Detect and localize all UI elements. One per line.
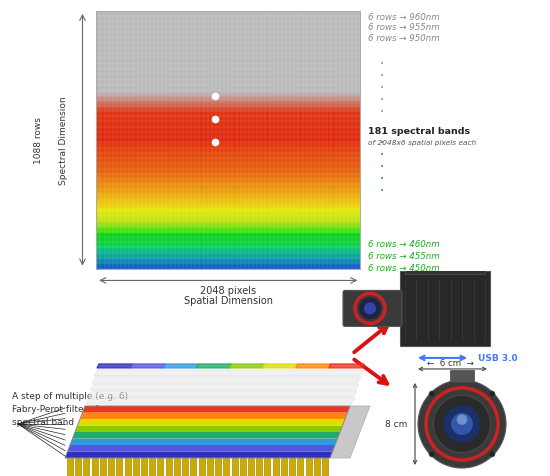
Text: •: •: [379, 61, 383, 67]
Text: •: •: [379, 85, 383, 91]
Polygon shape: [199, 458, 205, 476]
Text: Spectral Dimension: Spectral Dimension: [59, 96, 68, 185]
Polygon shape: [256, 458, 262, 476]
Polygon shape: [75, 458, 81, 476]
FancyBboxPatch shape: [343, 291, 402, 327]
Bar: [450, 370, 474, 382]
Polygon shape: [80, 413, 348, 419]
Text: 1088 rows: 1088 rows: [34, 117, 43, 164]
Circle shape: [418, 380, 506, 468]
Circle shape: [456, 415, 468, 425]
Polygon shape: [67, 458, 73, 476]
Text: 6 rows → 950nm: 6 rows → 950nm: [368, 34, 440, 42]
Text: •: •: [379, 97, 383, 103]
Text: 6 rows → 455nm: 6 rows → 455nm: [368, 252, 440, 260]
Text: 181 spectral bands: 181 spectral bands: [368, 127, 471, 135]
Circle shape: [429, 451, 435, 457]
Text: •: •: [379, 188, 383, 193]
Polygon shape: [196, 364, 232, 368]
Text: spectral band: spectral band: [12, 417, 74, 426]
Polygon shape: [108, 458, 114, 476]
Polygon shape: [100, 458, 106, 476]
Polygon shape: [322, 458, 328, 476]
Text: •: •: [379, 109, 383, 115]
Polygon shape: [92, 377, 361, 383]
Polygon shape: [163, 364, 199, 368]
Text: USB 3.0: USB 3.0: [478, 354, 518, 363]
Text: 2048 pixels: 2048 pixels: [200, 286, 256, 295]
Text: Fabry-Perot filters for one: Fabry-Perot filters for one: [12, 405, 127, 414]
Polygon shape: [97, 364, 132, 368]
Text: 8 cm: 8 cm: [384, 419, 407, 428]
Text: of 2048x6 spatial pixels each: of 2048x6 spatial pixels each: [368, 140, 477, 146]
Polygon shape: [94, 370, 363, 376]
Polygon shape: [207, 458, 213, 476]
Text: 6 rows → 960nm: 6 rows → 960nm: [368, 13, 440, 22]
Circle shape: [489, 451, 495, 457]
Polygon shape: [330, 406, 370, 458]
Polygon shape: [92, 458, 98, 476]
Text: 6 rows → 450nm: 6 rows → 450nm: [368, 263, 440, 272]
Polygon shape: [223, 458, 229, 476]
Polygon shape: [289, 458, 295, 476]
Polygon shape: [90, 384, 359, 390]
Polygon shape: [240, 458, 246, 476]
Polygon shape: [182, 458, 188, 476]
Polygon shape: [229, 364, 265, 368]
Bar: [405, 267, 485, 274]
Polygon shape: [298, 458, 303, 476]
Circle shape: [433, 396, 491, 453]
Text: 6 rows → 955nm: 6 rows → 955nm: [368, 23, 440, 32]
Circle shape: [451, 413, 473, 435]
Circle shape: [364, 303, 376, 315]
FancyBboxPatch shape: [400, 271, 490, 346]
Circle shape: [359, 298, 381, 320]
Polygon shape: [73, 432, 340, 438]
Text: •: •: [379, 176, 383, 181]
Polygon shape: [190, 458, 196, 476]
Polygon shape: [84, 458, 90, 476]
Polygon shape: [117, 458, 122, 476]
Polygon shape: [306, 458, 311, 476]
Text: •: •: [379, 152, 383, 158]
Polygon shape: [215, 458, 221, 476]
Circle shape: [443, 406, 481, 443]
Text: ←  6 cm  →: ← 6 cm →: [427, 359, 474, 367]
Text: •: •: [379, 164, 383, 169]
Polygon shape: [125, 458, 130, 476]
Polygon shape: [82, 406, 350, 413]
Polygon shape: [263, 364, 298, 368]
Polygon shape: [273, 458, 279, 476]
Circle shape: [429, 391, 435, 397]
Polygon shape: [141, 458, 147, 476]
Polygon shape: [75, 426, 343, 432]
Polygon shape: [329, 364, 364, 368]
Polygon shape: [265, 458, 271, 476]
Polygon shape: [70, 438, 338, 445]
Polygon shape: [149, 458, 155, 476]
Polygon shape: [248, 458, 254, 476]
Text: Spatial Dimension: Spatial Dimension: [184, 295, 273, 305]
Polygon shape: [281, 458, 287, 476]
Polygon shape: [133, 458, 139, 476]
Polygon shape: [130, 364, 165, 368]
Polygon shape: [314, 458, 320, 476]
Text: 6 rows → 460nm: 6 rows → 460nm: [368, 240, 440, 248]
Polygon shape: [88, 391, 357, 397]
Polygon shape: [296, 364, 331, 368]
Text: •: •: [379, 73, 383, 79]
Polygon shape: [174, 458, 180, 476]
Polygon shape: [232, 458, 238, 476]
Polygon shape: [157, 458, 163, 476]
Polygon shape: [86, 398, 355, 404]
Text: A step of multiple (e.g. 6): A step of multiple (e.g. 6): [12, 392, 128, 401]
Polygon shape: [68, 445, 335, 452]
Circle shape: [489, 391, 495, 397]
Polygon shape: [166, 458, 172, 476]
Polygon shape: [65, 452, 333, 458]
Text: •: •: [379, 140, 383, 146]
Polygon shape: [78, 419, 345, 426]
